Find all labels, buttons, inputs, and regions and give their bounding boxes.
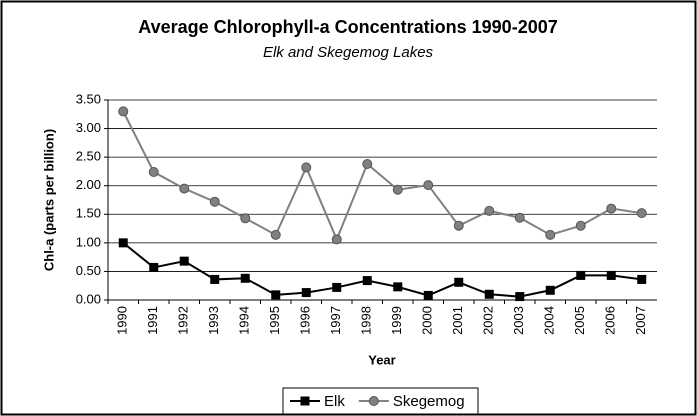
point (209, 196, 220, 207)
series-line (122, 242, 642, 298)
x-tick-label: 1995 (267, 306, 282, 335)
point (179, 256, 189, 266)
point (484, 289, 494, 299)
x-tick-label: 1993 (206, 306, 221, 335)
x-tick-label: 2000 (420, 306, 435, 335)
point (179, 183, 190, 194)
point (210, 274, 220, 284)
series-line (122, 110, 642, 243)
point (392, 184, 403, 195)
point (484, 205, 495, 216)
point (636, 208, 647, 219)
point (271, 290, 281, 300)
y-tick-label: 2.00 (76, 177, 101, 192)
point (301, 288, 311, 298)
x-tick-label: 2002 (481, 306, 496, 335)
x-tick-label: 2004 (542, 306, 557, 335)
point (240, 213, 251, 224)
point (423, 180, 434, 191)
x-tick-label: 1998 (359, 306, 374, 335)
point (606, 203, 617, 214)
y-axis-label: Chl-a (parts per billion) (41, 129, 56, 271)
x-tick-label: 2001 (450, 306, 465, 335)
x-tick-label: 2005 (572, 306, 587, 335)
legend-marker (300, 396, 310, 406)
point (149, 262, 159, 272)
point (118, 238, 128, 248)
point (606, 270, 616, 280)
point (545, 229, 556, 240)
chart-subtitle: Elk and Skegemog Lakes (263, 44, 434, 61)
chart-title: Average Chlorophyll-a Concentrations 199… (138, 17, 557, 37)
point (332, 282, 342, 292)
y-tick-label: 3.50 (76, 91, 101, 106)
point (148, 167, 159, 177)
x-axis-label: Year (368, 352, 395, 367)
x-tick-label: 2006 (603, 306, 618, 335)
x-tick-label: 1994 (237, 306, 252, 335)
x-tick-label: 2007 (633, 306, 648, 335)
x-tick-label: 1990 (115, 306, 130, 335)
point (301, 162, 312, 173)
point (270, 229, 281, 240)
point (331, 234, 342, 245)
point (454, 277, 464, 287)
point (453, 220, 464, 231)
point (362, 276, 372, 286)
point (240, 273, 250, 283)
point (515, 292, 525, 302)
y-tick-label: 1.50 (76, 206, 101, 221)
x-tick-label: 2003 (511, 306, 526, 335)
y-tick-label: 0.00 (76, 291, 101, 306)
x-tick-label: 1999 (389, 306, 404, 335)
x-tick-label: 1997 (328, 306, 343, 335)
y-tick-label: 1.00 (76, 234, 101, 249)
point (576, 270, 586, 280)
y-tick-label: 2.50 (76, 149, 101, 164)
x-tick-label: 1991 (145, 306, 160, 335)
legend-label: Skegemog (393, 393, 465, 410)
point (575, 220, 586, 231)
point (118, 106, 129, 117)
legend-label: Elk (324, 393, 345, 410)
point (514, 212, 525, 223)
x-tick-label: 1996 (298, 306, 313, 335)
y-tick-label: 3.00 (76, 120, 101, 135)
legend-marker (368, 396, 379, 406)
point (393, 282, 403, 292)
point (545, 285, 555, 295)
y-tick-label: 0.50 (76, 263, 101, 278)
point (423, 290, 433, 300)
point (362, 159, 373, 169)
point (637, 274, 647, 284)
x-tick-label: 1992 (176, 306, 191, 335)
